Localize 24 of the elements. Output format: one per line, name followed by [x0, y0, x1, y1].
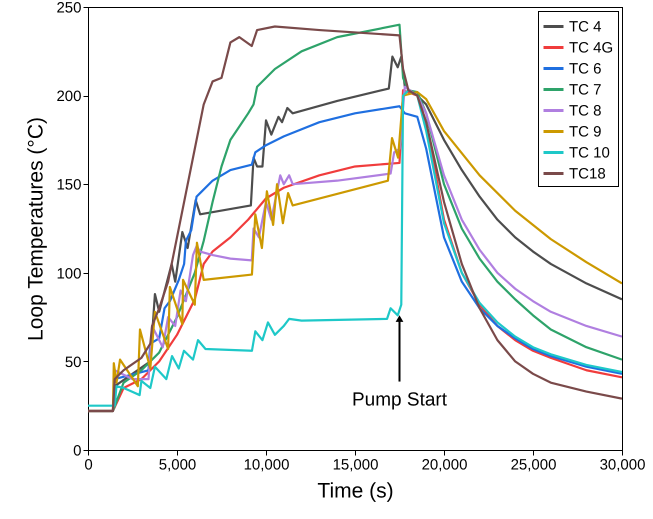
legend-label: TC 6 — [569, 60, 602, 78]
y-tick-label: 50 — [64, 354, 82, 371]
x-axis-title: Time (s) — [317, 480, 394, 502]
x-tick-label: 10,000 — [244, 456, 290, 474]
legend-label: TC 4G — [569, 40, 614, 56]
y-tick-label: 250 — [56, 0, 82, 16]
x-tick-label: 20,000 — [422, 456, 468, 474]
legend-label: TC 10 — [569, 144, 610, 162]
legend-label: TC 7 — [569, 82, 602, 98]
legend-label: TC 9 — [569, 124, 602, 140]
x-tick-label: 15,000 — [332, 456, 378, 474]
y-tick-label: 0 — [73, 442, 82, 460]
y-tick-label: 150 — [56, 176, 82, 194]
x-tick-label: 25,000 — [510, 456, 556, 474]
x-tick-label: 0 — [84, 456, 93, 474]
x-tick-label: 5,000 — [158, 456, 196, 474]
y-axis-title: Loop Temperatures (°C) — [24, 117, 48, 341]
x-tick-label: 30,000 — [600, 456, 646, 474]
y-tick-label: 200 — [56, 88, 82, 106]
legend-label: TC 4 — [569, 18, 602, 36]
legend-label: TC18 — [569, 166, 606, 182]
y-tick-label: 100 — [56, 265, 82, 282]
annotation: Pump Start — [352, 390, 448, 411]
legend-label: TC 8 — [569, 102, 602, 120]
